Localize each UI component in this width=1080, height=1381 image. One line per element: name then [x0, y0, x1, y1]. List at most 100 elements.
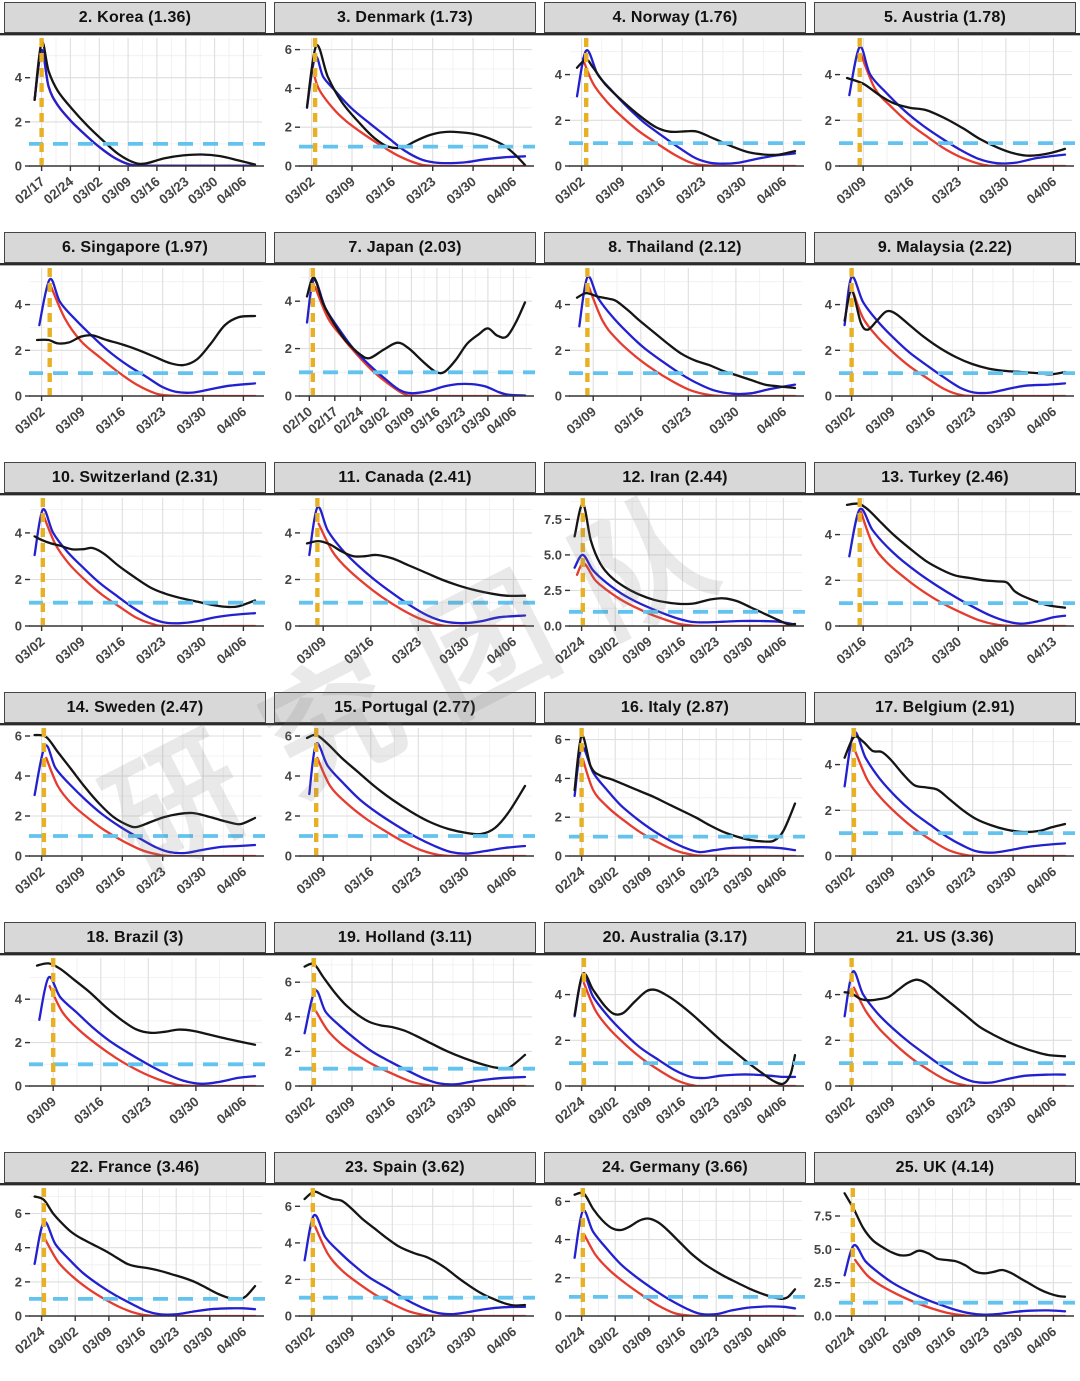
y-tick-label: 2 — [285, 120, 292, 135]
red-line — [313, 285, 527, 396]
y-tick-label: 4 — [285, 769, 293, 784]
x-tick-label: 03/23 — [156, 174, 192, 208]
red-line — [852, 986, 1067, 1086]
black-line — [573, 972, 797, 1086]
x-tick-label: 04/06 — [214, 634, 250, 668]
y-tick-label: 4 — [15, 297, 23, 312]
panel-title: 17. Belgium (2.91) — [875, 698, 1015, 716]
blue-line — [573, 973, 797, 1080]
x-tick-label: 03/23 — [133, 864, 169, 898]
panel-title-strip: 7. Japan (2.03) — [274, 232, 536, 263]
y-tick-label: 4 — [15, 70, 23, 85]
panel-spain: 23. Spain (3.62) 0 2 4 6 03/02 03/09 03/16 03/23… — [270, 1150, 540, 1380]
x-tick-label: 03/02 — [822, 404, 858, 437]
x-tick-label: 03/09 — [834, 174, 870, 207]
x-tick-label: 03/16 — [363, 1094, 399, 1128]
x-tick-label: 03/02 — [856, 1324, 892, 1357]
blue-line — [575, 49, 797, 165]
blue-line — [305, 55, 527, 165]
blue-line — [843, 275, 1067, 395]
x-tick-label: 03/09 — [294, 864, 330, 897]
y-tick-label: 2 — [15, 114, 22, 129]
y-tick-label: 2 — [555, 113, 562, 128]
y-tick-label: 2.5 — [814, 1275, 832, 1290]
x-tick-label: 03/23 — [147, 1324, 183, 1358]
x-tick-label: 04/06 — [484, 1324, 520, 1358]
x-tick-label: 03/02 — [586, 864, 622, 897]
panel-chart: 0 2 4 03/09 03/16 03/23 03/30 04/06 — [0, 953, 270, 1128]
panel-title: 7. Japan (2.03) — [348, 238, 462, 256]
panel-australia: 20. Australia (3.17) 0 2 4 02/24 03/02 03/09 03… — [540, 920, 810, 1150]
x-tick-label: 03/02 — [46, 1324, 82, 1357]
panel-title: 12. Iran (2.44) — [622, 468, 728, 486]
x-tick-label: 03/16 — [71, 1094, 107, 1128]
panel-title: 20. Australia (3.17) — [602, 928, 748, 946]
x-tick-label: 03/16 — [341, 864, 377, 898]
black-line — [573, 734, 797, 843]
red-line — [581, 57, 797, 166]
blue-line — [308, 505, 527, 625]
blue-line — [38, 277, 257, 394]
panel-title-strip: 18. Brazil (3) — [4, 922, 266, 953]
x-tick-label: 03/09 — [592, 174, 628, 207]
panel-japan: 7. Japan (2.03) 0 2 4 02/10 02/17 02/24 03/02 03… — [270, 230, 540, 460]
panel-denmark: 3. Denmark (1.73) 0 2 4 6 03/02 03/09 03/16 03/2… — [270, 0, 540, 230]
panel-title: 14. Sweden (2.47) — [66, 698, 204, 716]
y-tick-label: 2 — [825, 573, 832, 588]
y-tick-label: 6 — [285, 975, 292, 990]
x-tick-label: 03/23 — [687, 634, 723, 668]
blue-line — [848, 507, 1067, 625]
x-tick-label: 04/06 — [754, 634, 790, 668]
black-line — [33, 40, 257, 166]
panel-title-strip: 10. Switzerland (2.31) — [4, 462, 266, 493]
x-tick-label: 03/23 — [659, 404, 695, 438]
x-tick-label: 04/06 — [484, 174, 520, 208]
x-tick-label: 03/23 — [687, 1094, 723, 1128]
x-tick-label: 03/30 — [983, 404, 1019, 437]
panel-title-strip: 19. Holland (3.11) — [274, 922, 536, 953]
panel-chart: 0 2 4 03/16 03/23 03/30 04/06 04/13 — [810, 493, 1080, 668]
red-line — [313, 1225, 527, 1316]
panel-title-strip: 15. Portugal (2.77) — [274, 692, 536, 723]
black-line — [843, 978, 1067, 1058]
y-tick-label: 0 — [15, 389, 22, 404]
y-tick-label: 2 — [15, 809, 22, 824]
x-tick-label: 03/16 — [923, 1324, 959, 1358]
x-tick-label: 03/30 — [990, 1324, 1026, 1357]
panel-title: 25. UK (4.14) — [895, 1158, 995, 1176]
black-line — [843, 735, 1067, 834]
y-tick-label: 2 — [825, 113, 832, 128]
x-tick-label: 04/06 — [976, 634, 1012, 668]
y-tick-label: 0 — [285, 389, 292, 404]
black-line — [575, 58, 797, 157]
panel-holland: 19. Holland (3.11) 0 2 4 6 03/02 03/09 03/16 03/… — [270, 920, 540, 1150]
y-tick-label: 0 — [555, 159, 562, 174]
panel-title: 15. Portugal (2.77) — [334, 698, 476, 716]
panel-title: 5. Austria (1.78) — [884, 8, 1006, 26]
y-tick-label: 0.0 — [544, 619, 562, 634]
x-tick-label: 03/30 — [185, 174, 221, 207]
y-tick-label: 0 — [555, 1309, 562, 1324]
panel-chart: 0 2 4 6 03/02 03/09 03/16 03/23 03/30 04/06 — [270, 33, 540, 208]
panel-title: 10. Switzerland (2.31) — [51, 468, 219, 486]
panel-title-strip: 20. Australia (3.17) — [544, 922, 806, 953]
y-tick-label: 7.5 — [544, 512, 562, 527]
x-tick-label: 03/16 — [363, 174, 399, 208]
panel-canada: 11. Canada (2.41) 0 2 4 03/09 03/16 03/23 03/30… — [270, 460, 540, 690]
panel-chart: 0 2 4 03/02 03/09 03/16 03/23 03/30 04/06 — [810, 723, 1080, 897]
red-line — [43, 1238, 257, 1316]
panel-title-strip: 14. Sweden (2.47) — [4, 692, 266, 723]
x-tick-label: 03/30 — [443, 1094, 479, 1127]
panel-chart: 0 2 4 03/09 03/16 03/23 03/30 04/06 — [810, 33, 1080, 207]
panel-chart: 0 2 4 6 03/09 03/16 03/23 03/30 04/06 — [270, 723, 540, 898]
panel-title-strip: 24. Germany (3.66) — [544, 1152, 806, 1183]
x-tick-label: 03/30 — [929, 634, 965, 667]
y-tick-label: 2 — [285, 341, 292, 356]
x-tick-label: 03/02 — [282, 1094, 318, 1127]
x-tick-label: 03/23 — [687, 864, 723, 898]
y-tick-label: 0 — [555, 1079, 562, 1094]
panel-title-strip: 3. Denmark (1.73) — [274, 2, 536, 33]
panel-title: 24. Germany (3.66) — [602, 1158, 748, 1176]
